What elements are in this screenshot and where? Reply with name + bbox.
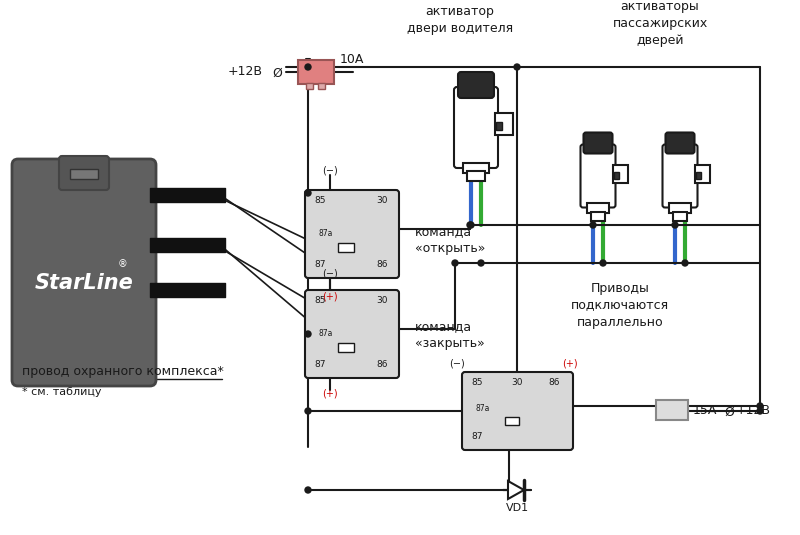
FancyBboxPatch shape bbox=[666, 133, 694, 154]
FancyBboxPatch shape bbox=[454, 87, 498, 168]
FancyBboxPatch shape bbox=[59, 156, 109, 190]
FancyBboxPatch shape bbox=[662, 144, 698, 208]
Bar bbox=[338, 243, 354, 252]
Bar bbox=[467, 171, 485, 181]
Text: Приводы
подключаются
параллельно: Приводы подключаются параллельно bbox=[571, 281, 669, 328]
Circle shape bbox=[682, 260, 688, 266]
Circle shape bbox=[478, 260, 484, 266]
Bar bbox=[338, 343, 354, 352]
Text: 87: 87 bbox=[314, 260, 326, 269]
Text: активаторы
пассажирских
дверей: активаторы пассажирских дверей bbox=[612, 0, 708, 47]
Text: 10А: 10А bbox=[340, 53, 364, 66]
Circle shape bbox=[305, 487, 311, 493]
Bar bbox=[70, 169, 98, 179]
Text: 85: 85 bbox=[314, 196, 326, 205]
Bar bbox=[673, 212, 687, 221]
Bar bbox=[463, 163, 489, 173]
Text: StarLine: StarLine bbox=[34, 272, 134, 293]
Text: 87a: 87a bbox=[318, 229, 332, 238]
Circle shape bbox=[757, 403, 763, 409]
Text: 87: 87 bbox=[471, 432, 482, 441]
Text: 87: 87 bbox=[314, 360, 326, 369]
Circle shape bbox=[590, 222, 596, 228]
FancyBboxPatch shape bbox=[581, 144, 615, 208]
Bar bbox=[613, 165, 628, 183]
Text: 86: 86 bbox=[376, 360, 387, 369]
FancyBboxPatch shape bbox=[305, 190, 399, 278]
Circle shape bbox=[305, 64, 311, 70]
Text: VD1: VD1 bbox=[506, 503, 529, 513]
Bar bbox=[591, 212, 605, 221]
Bar bbox=[496, 122, 502, 130]
Bar bbox=[696, 172, 701, 179]
Text: 85: 85 bbox=[471, 378, 482, 387]
Text: активатор
двери водителя: активатор двери водителя bbox=[407, 5, 513, 35]
Circle shape bbox=[600, 260, 606, 266]
Text: Ø: Ø bbox=[272, 66, 282, 80]
Bar bbox=[669, 203, 691, 213]
Text: 87a: 87a bbox=[475, 404, 490, 413]
Text: 86: 86 bbox=[548, 378, 559, 387]
Text: 86: 86 bbox=[376, 260, 387, 269]
Text: Ø: Ø bbox=[724, 406, 734, 418]
Bar bbox=[505, 417, 519, 425]
Text: (+): (+) bbox=[322, 291, 338, 301]
Text: (+): (+) bbox=[322, 388, 338, 398]
Text: (−): (−) bbox=[449, 359, 465, 369]
Bar bbox=[695, 165, 710, 183]
Text: +12В: +12В bbox=[228, 65, 263, 78]
Bar bbox=[656, 400, 688, 420]
FancyBboxPatch shape bbox=[462, 372, 573, 450]
Bar bbox=[614, 172, 619, 179]
FancyBboxPatch shape bbox=[305, 290, 399, 378]
Text: команда
«закрыть»: команда «закрыть» bbox=[415, 320, 485, 350]
FancyBboxPatch shape bbox=[12, 159, 156, 386]
Polygon shape bbox=[508, 481, 524, 499]
FancyBboxPatch shape bbox=[458, 72, 494, 98]
Circle shape bbox=[305, 190, 311, 196]
Text: * см. таблицу: * см. таблицу bbox=[22, 387, 102, 397]
Circle shape bbox=[467, 222, 473, 228]
Bar bbox=[495, 113, 513, 135]
Text: 15А: 15А bbox=[693, 403, 718, 417]
Bar bbox=[318, 83, 325, 89]
Text: провод охранного комплекса*: провод охранного комплекса* bbox=[22, 365, 224, 378]
Circle shape bbox=[452, 260, 458, 266]
Text: команда
«открыть»: команда «открыть» bbox=[415, 225, 486, 255]
Bar bbox=[306, 83, 313, 89]
Circle shape bbox=[672, 222, 678, 228]
Text: 87a: 87a bbox=[318, 329, 332, 338]
Circle shape bbox=[468, 222, 474, 228]
Circle shape bbox=[757, 408, 763, 414]
Text: 30: 30 bbox=[511, 378, 522, 387]
Bar bbox=[298, 60, 334, 84]
Text: (+): (+) bbox=[562, 359, 578, 369]
Bar bbox=[587, 203, 609, 213]
Text: 30: 30 bbox=[376, 196, 387, 205]
Circle shape bbox=[305, 331, 311, 337]
Text: +12В: +12В bbox=[736, 403, 771, 417]
Text: (−): (−) bbox=[322, 165, 338, 175]
Text: (−): (−) bbox=[322, 268, 338, 278]
Text: 30: 30 bbox=[376, 296, 387, 305]
Circle shape bbox=[305, 408, 311, 414]
Circle shape bbox=[514, 64, 520, 70]
FancyBboxPatch shape bbox=[583, 133, 613, 154]
Text: ®: ® bbox=[117, 259, 127, 270]
Text: 85: 85 bbox=[314, 296, 326, 305]
